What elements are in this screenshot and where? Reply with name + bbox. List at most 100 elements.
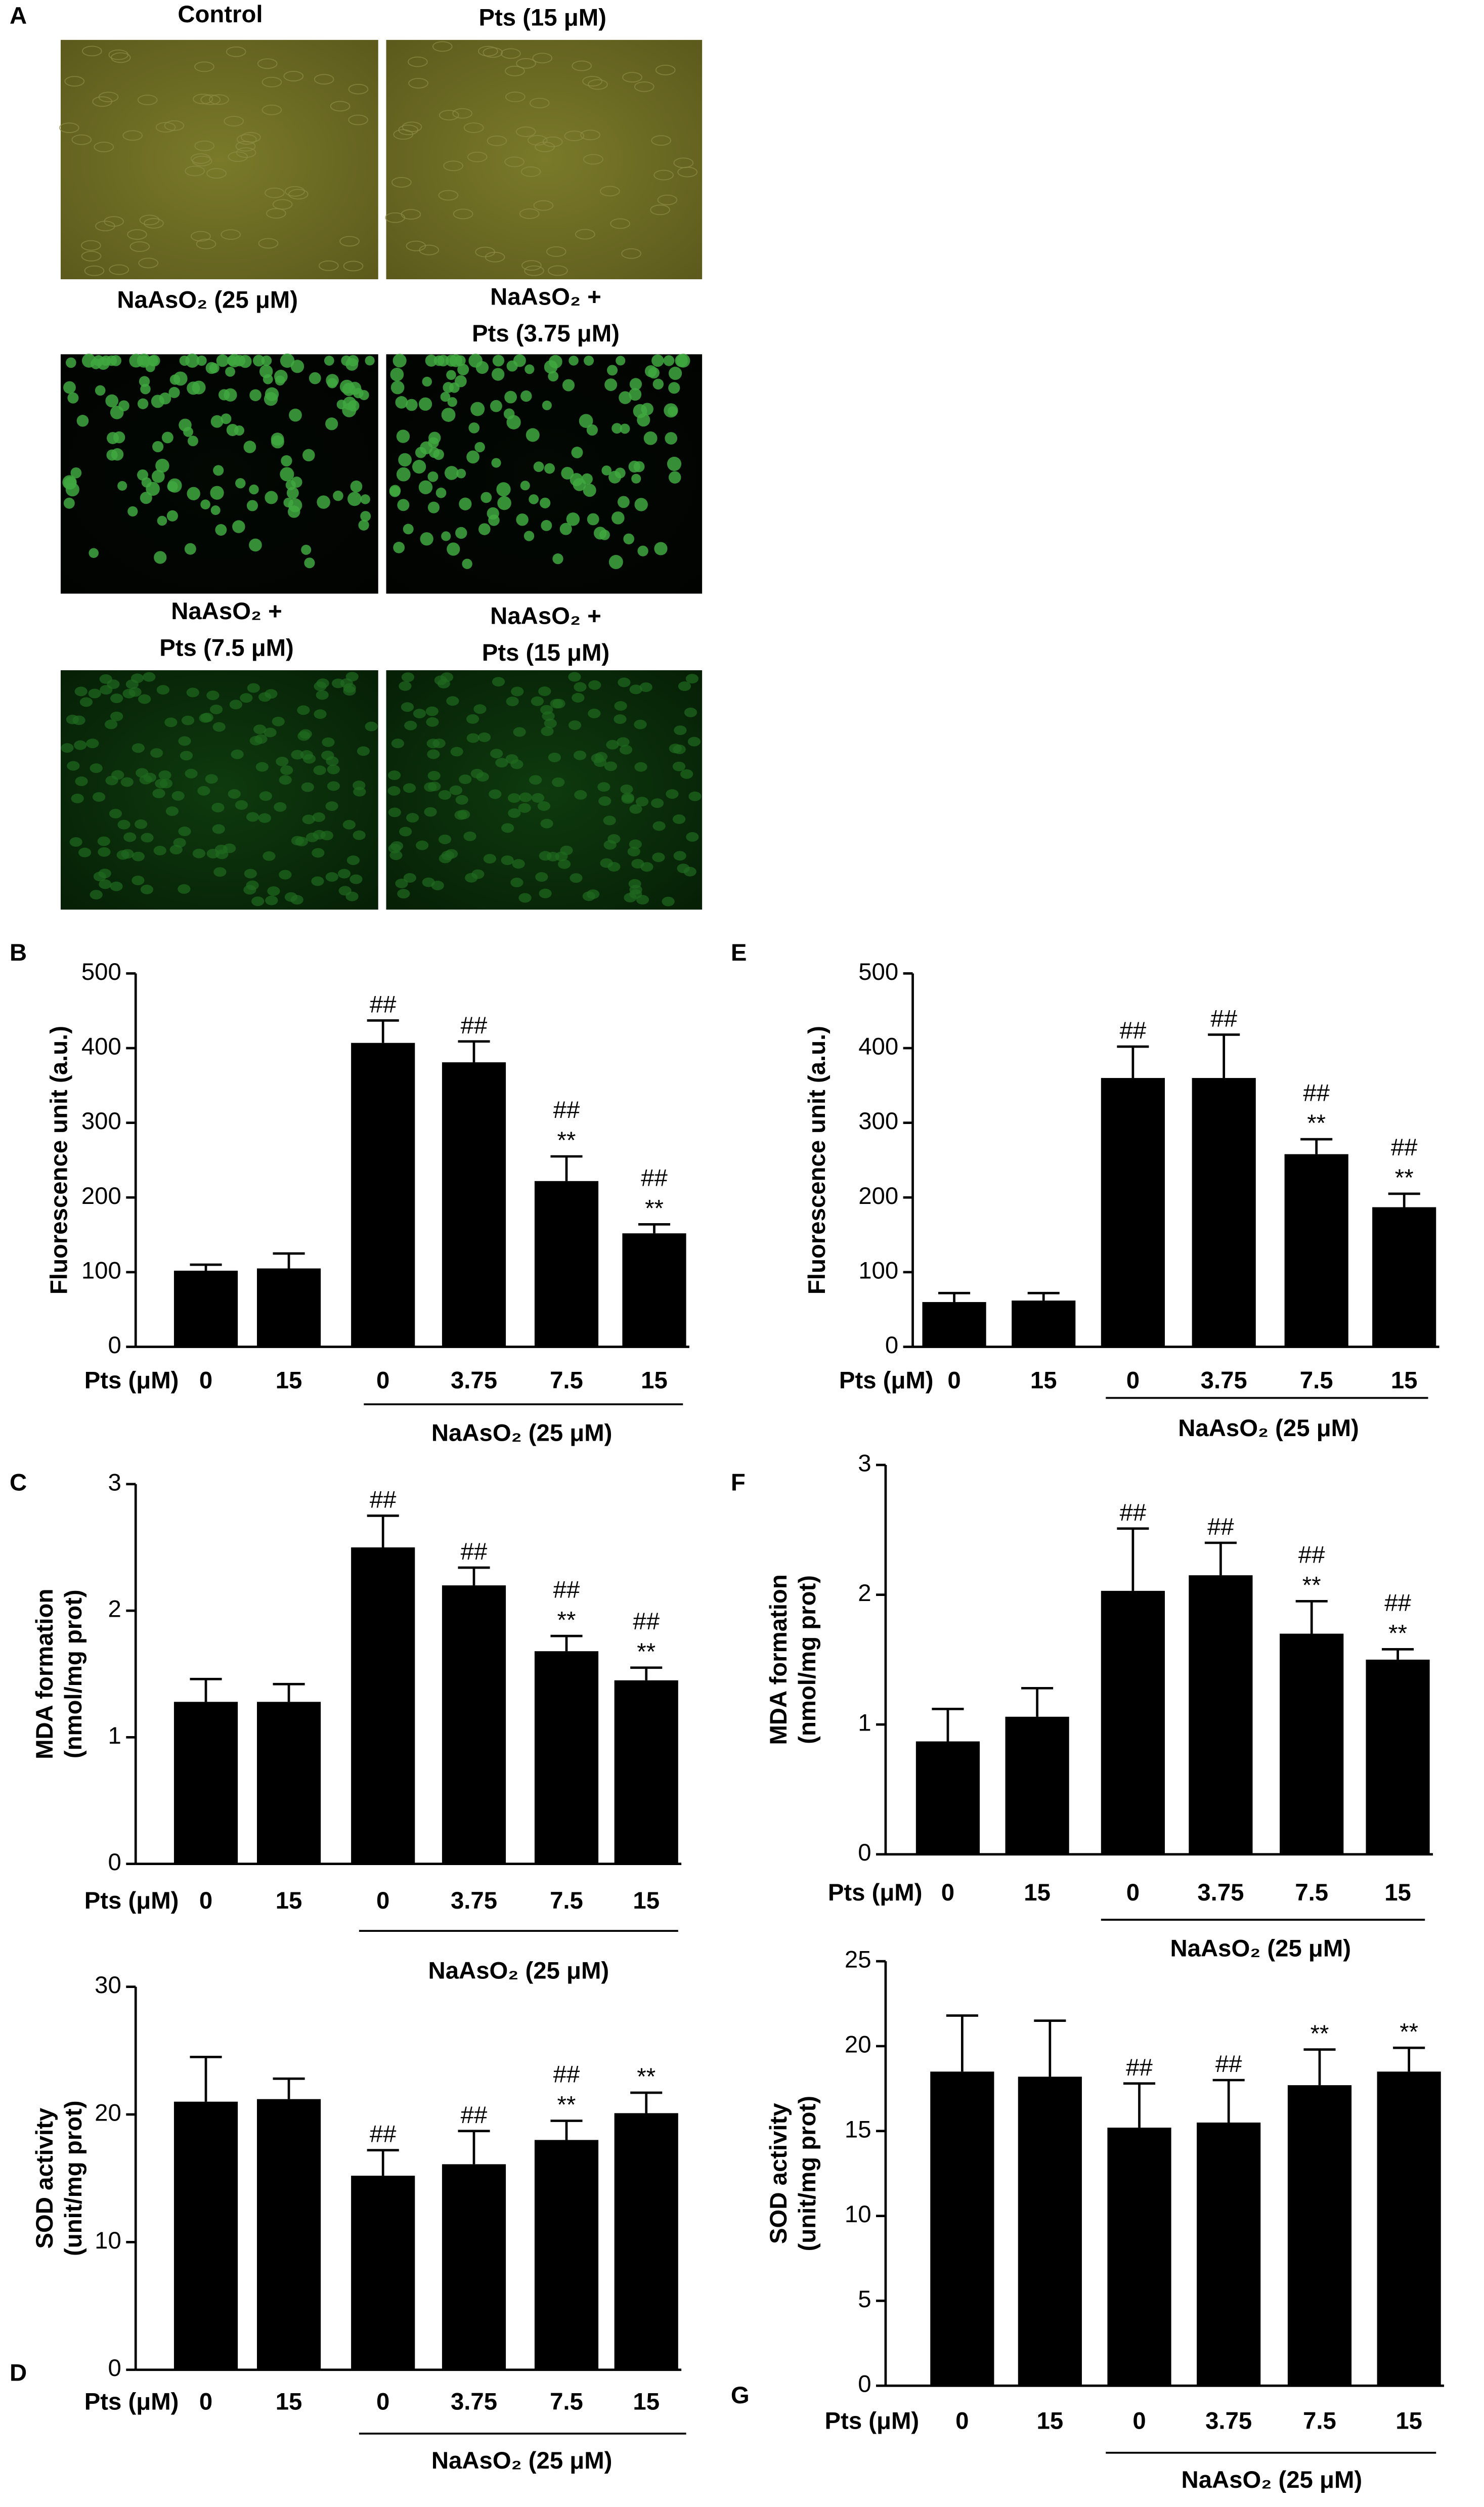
group-label: NaAsO₂ (25 μM) — [1178, 1415, 1359, 1442]
image-title: Pts (15 μM) — [478, 4, 606, 31]
cell — [683, 867, 696, 877]
x-tick-label: 15 — [1384, 1879, 1411, 1906]
significance-mark: ## — [461, 1012, 488, 1039]
cell — [604, 378, 618, 391]
significance-mark: ## — [461, 2102, 488, 2129]
cell — [276, 756, 289, 766]
cell — [487, 135, 507, 146]
significance-mark: ** — [557, 1607, 576, 1633]
image-title: Control — [178, 1, 263, 28]
bar — [173, 1270, 238, 1347]
cell — [425, 706, 439, 716]
cell — [255, 762, 269, 772]
significance-mark: ## — [1303, 1079, 1330, 1106]
cell — [140, 492, 152, 504]
cell — [339, 236, 360, 247]
bar — [1366, 1659, 1430, 1854]
x-tick-label: 7.5 — [550, 1887, 583, 1914]
cell — [629, 684, 642, 695]
bar — [1101, 1078, 1165, 1347]
cell — [314, 74, 334, 85]
cell — [603, 815, 616, 826]
cell — [127, 506, 138, 517]
cell — [468, 354, 483, 368]
cell — [529, 775, 542, 785]
cell — [444, 466, 459, 480]
cell — [420, 441, 433, 454]
bar — [1189, 1575, 1253, 1854]
cell — [544, 463, 555, 474]
cell — [139, 214, 160, 226]
x-tick-label: 0 — [1126, 1879, 1140, 1906]
y-axis-label: (nmol/mg prot) — [794, 1575, 821, 1744]
cell — [226, 424, 239, 437]
y-tick-label: 200 — [858, 1183, 898, 1209]
cell — [66, 714, 79, 724]
cell — [324, 356, 334, 366]
cell — [350, 480, 363, 493]
cell — [249, 736, 263, 746]
cell — [152, 789, 165, 799]
cell — [225, 366, 235, 377]
cell — [672, 761, 686, 771]
cell — [598, 796, 612, 806]
bar — [1005, 1716, 1069, 1854]
cell — [302, 814, 315, 825]
cell — [280, 353, 295, 368]
y-axis-label: (nmol/mg prot) — [60, 1589, 87, 1758]
cell — [274, 802, 287, 812]
significance-mark: ## — [370, 991, 397, 1018]
cell — [210, 486, 224, 500]
cell — [415, 840, 429, 850]
cell — [403, 783, 416, 793]
cell — [447, 397, 457, 407]
cell — [229, 700, 242, 710]
cell — [261, 355, 272, 366]
cell — [264, 727, 277, 738]
cell — [607, 834, 621, 844]
cell — [69, 837, 82, 847]
cell — [449, 382, 460, 393]
y-tick-label: 100 — [81, 1257, 121, 1284]
cell — [684, 707, 697, 717]
bar — [534, 1651, 599, 1864]
cell — [580, 129, 600, 141]
x-tick-label: 3.75 — [451, 2388, 497, 2415]
cell — [337, 869, 351, 879]
cell — [107, 431, 119, 444]
cell — [614, 714, 627, 724]
cell — [506, 415, 521, 429]
cell — [422, 376, 432, 387]
cell — [662, 896, 675, 906]
cell — [228, 151, 248, 162]
cell — [199, 713, 212, 723]
cell — [438, 790, 452, 800]
cell — [561, 466, 574, 480]
cell — [520, 481, 530, 491]
cell — [540, 818, 553, 829]
cell — [619, 391, 632, 404]
cell — [449, 785, 462, 795]
cell — [320, 831, 333, 841]
cell — [463, 122, 484, 133]
cell — [360, 494, 370, 504]
cell — [457, 809, 470, 819]
cell — [399, 827, 412, 837]
cell — [548, 752, 561, 762]
x-tick-label: 0 — [1132, 2407, 1146, 2434]
cell — [224, 388, 237, 402]
cell — [280, 765, 293, 775]
cell — [391, 177, 412, 188]
cell — [178, 827, 191, 836]
cell — [439, 110, 459, 121]
cell — [473, 704, 487, 714]
cell — [401, 209, 421, 220]
cell — [521, 260, 542, 271]
cell — [537, 801, 551, 811]
cell — [212, 722, 226, 732]
group-label: NaAsO₂ (25 μM) — [431, 1420, 613, 1447]
cell — [137, 95, 158, 105]
cell — [441, 408, 456, 422]
cell — [311, 876, 324, 886]
